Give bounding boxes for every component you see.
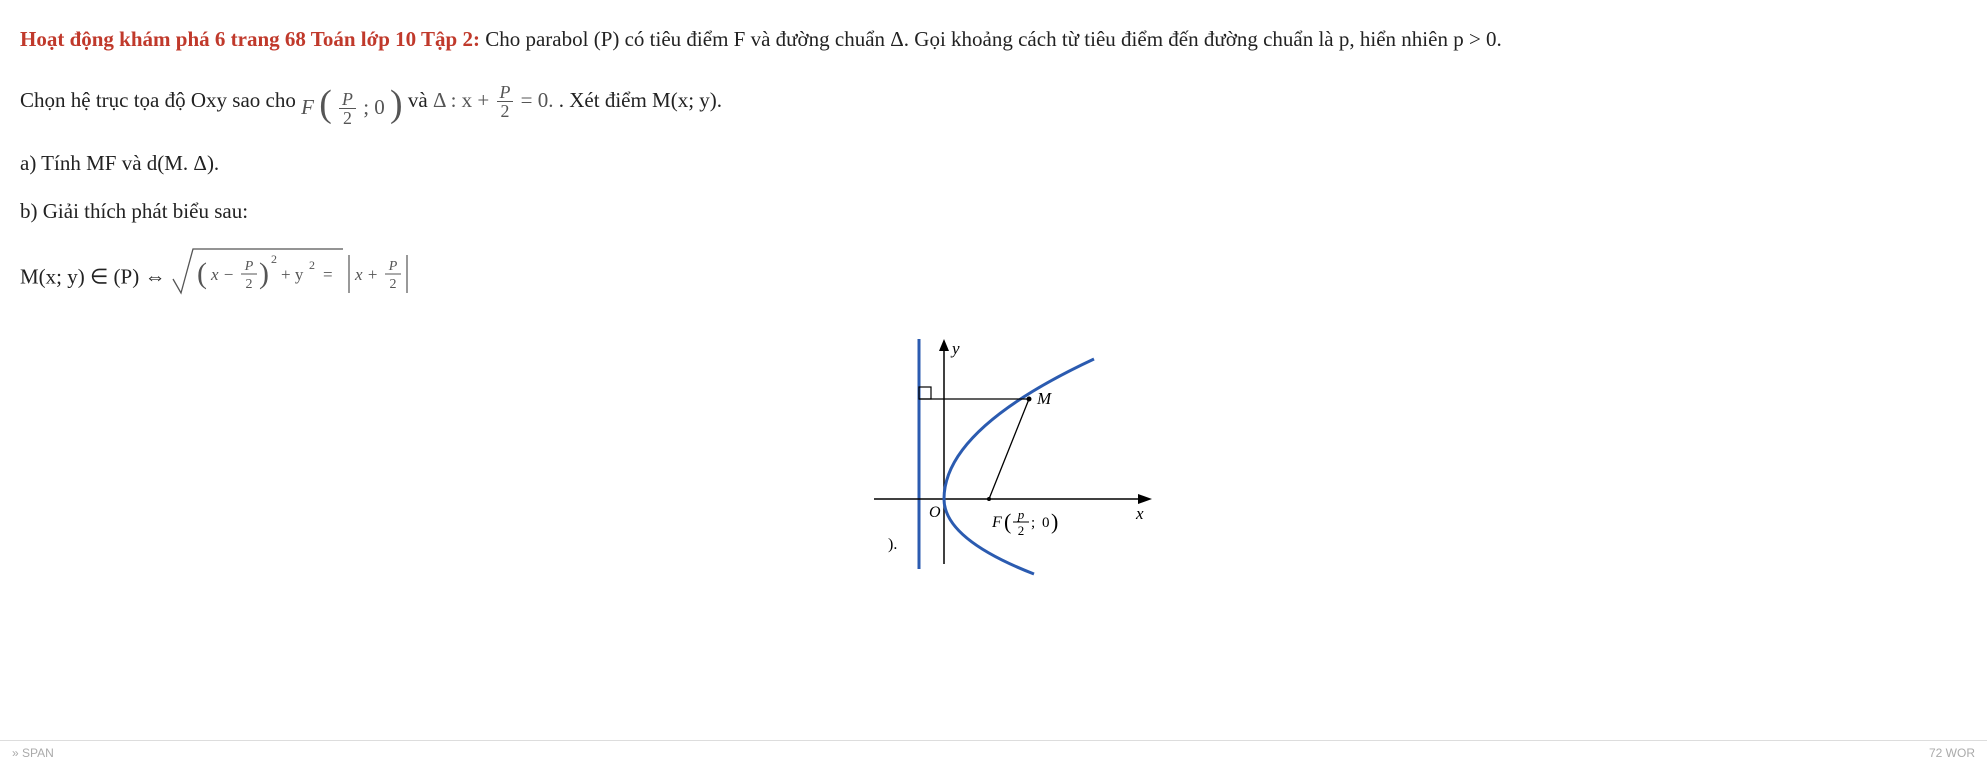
- point-F: [987, 497, 991, 501]
- parabola-svg: y x O M F ( p 2 ; 0 ) ).: [814, 329, 1174, 579]
- right-angle-icon: [919, 387, 931, 399]
- focus-F-expression: F ( P 2 ; 0 ): [301, 70, 403, 134]
- paren-close-icon: ): [1051, 509, 1058, 534]
- svg-text:P: P: [243, 259, 253, 274]
- two-den: 2: [1017, 523, 1024, 538]
- paren-open-icon: (: [1004, 509, 1011, 534]
- status-left: » SPAN: [12, 743, 54, 763]
- parabola-figure: y x O M F ( p 2 ; 0 ) ).: [20, 329, 1967, 579]
- activity-title: Hoạt động khám phá 6 trang 68 Toán lớp 1…: [20, 27, 480, 51]
- svg-text:(: (: [197, 257, 207, 290]
- svg-text:2: 2: [309, 258, 315, 272]
- svg-text:2: 2: [245, 277, 252, 292]
- y-axis-label: y: [950, 339, 960, 358]
- status-bar: » SPAN 72 WOR: [0, 740, 1987, 765]
- coordinate-system-line: Chọn hệ trục tọa độ Oxy sao cho F ( P 2 …: [20, 70, 1967, 134]
- svg-text:P: P: [387, 259, 397, 274]
- svg-text:2: 2: [389, 277, 396, 292]
- part-b: b) Giải thích phát biểu sau:: [20, 194, 1967, 230]
- origin-label: O: [929, 504, 941, 521]
- M-label: M: [1036, 389, 1052, 408]
- svg-text:+ y: + y: [281, 265, 304, 284]
- intro-text: Cho parabol (P) có tiêu điểm F và đường …: [485, 27, 1502, 51]
- paren-close-icon: ): [390, 83, 403, 125]
- x-axis-label: x: [1135, 504, 1144, 523]
- F-label: F: [991, 514, 1002, 531]
- svg-text:): ): [259, 257, 269, 290]
- coord-post: . Xét điểm M(x; y).: [559, 88, 722, 112]
- directrix-expression: Δ : x + P 2 = 0.: [433, 83, 554, 121]
- p-num: p: [1016, 507, 1024, 522]
- parabola-curve: [944, 359, 1094, 574]
- fraction-P-over-2-b: P 2: [497, 83, 514, 121]
- zero-val: 0: [1042, 515, 1050, 531]
- fraction-P-over-2: P 2: [339, 90, 356, 128]
- part-a: a) Tính MF và d(M. Δ).: [20, 146, 1967, 182]
- stray-paren-label: ).: [888, 536, 897, 553]
- equivalence-line: M(x; y) ∈ (P) ⇔ ( x − P 2 ) 2 + y 2 = x …: [20, 241, 1967, 317]
- svg-text:2: 2: [271, 252, 277, 266]
- status-right: 72 WOR: [1929, 743, 1975, 763]
- coord-pre: Chọn hệ trục tọa độ Oxy sao cho: [20, 88, 301, 112]
- svg-text:x +: x +: [354, 265, 378, 284]
- coord-mid: và: [408, 88, 433, 112]
- svg-text:=: =: [323, 265, 333, 284]
- radical-equation: ( x − P 2 ) 2 + y 2 = x + P 2: [171, 241, 441, 317]
- equiv-pre: M(x; y) ∈ (P) ⇔: [20, 265, 171, 289]
- intro-paragraph: Hoạt động khám phá 6 trang 68 Toán lớp 1…: [20, 22, 1967, 58]
- F-letter: F: [301, 95, 314, 119]
- svg-text:;: ;: [1031, 515, 1035, 531]
- segment-MF: [989, 399, 1029, 499]
- arrowhead-right-icon: [1138, 494, 1152, 504]
- arrowhead-up-icon: [939, 339, 949, 351]
- svg-text:x −: x −: [210, 265, 234, 284]
- paren-open-icon: (: [319, 83, 332, 125]
